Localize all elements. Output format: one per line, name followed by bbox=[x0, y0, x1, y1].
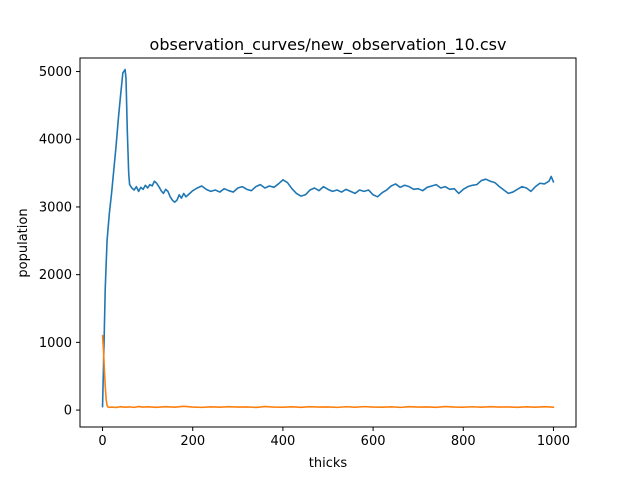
series-layer bbox=[101, 68, 555, 409]
y-tick-label: 1000 bbox=[39, 336, 72, 351]
y-tick-label: 3000 bbox=[39, 200, 72, 215]
series-line-1 bbox=[101, 68, 555, 408]
x-tick-label: 600 bbox=[361, 434, 386, 449]
plot-frame bbox=[79, 57, 577, 428]
x-tick-label: 1000 bbox=[537, 434, 570, 449]
y-tick-label: 4000 bbox=[39, 133, 72, 148]
x-axis-title: thicks bbox=[309, 456, 348, 471]
y-tick-label: 0 bbox=[64, 404, 72, 419]
x-tick-label: 0 bbox=[98, 434, 106, 449]
chart-title: observation_curves/new_observation_10.cs… bbox=[150, 35, 507, 55]
y-tick-label: 5000 bbox=[39, 65, 72, 80]
y-axis-title: population bbox=[16, 208, 31, 277]
series-line-2 bbox=[101, 334, 555, 409]
x-tick-label: 400 bbox=[270, 434, 295, 449]
y-tick-label: 2000 bbox=[39, 268, 72, 283]
axes-layer: 0 200 400 600 800 1000 0 1000 2000 3000 4000 5000 bbox=[39, 57, 577, 449]
x-tick-label: 800 bbox=[451, 434, 476, 449]
x-tick-label: 200 bbox=[180, 434, 205, 449]
